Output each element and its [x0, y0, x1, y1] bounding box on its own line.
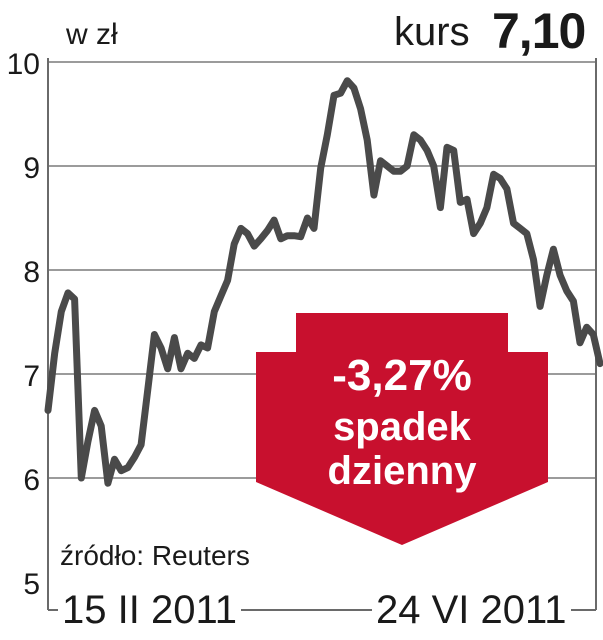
badge-text-line3: dzienny — [328, 449, 478, 493]
y-tick-labels: 10 9 8 7 6 5 — [7, 48, 40, 601]
down-arrow-icon — [256, 313, 548, 545]
source-label: źródło: Reuters — [60, 540, 250, 572]
y-tick-label: 7 — [23, 360, 40, 393]
unit-label: w zł — [66, 18, 118, 51]
badge-text-line2: spadek — [333, 405, 472, 449]
price-line — [44, 77, 603, 487]
kurs-label: kurs — [394, 10, 470, 54]
badge-percent: -3,27% — [332, 351, 471, 400]
y-tick-label: 10 — [7, 48, 40, 81]
kurs-value: 7,10 — [492, 3, 586, 59]
y-tick-label: 5 — [23, 568, 40, 601]
x-label-end: 24 VI 2011 — [372, 588, 571, 633]
y-tick-label: 6 — [23, 464, 40, 497]
y-tick-label: 8 — [23, 256, 40, 289]
y-tick-label: 9 — [23, 152, 40, 185]
price-series — [44, 77, 603, 487]
x-label-start: 15 II 2011 — [58, 588, 241, 633]
